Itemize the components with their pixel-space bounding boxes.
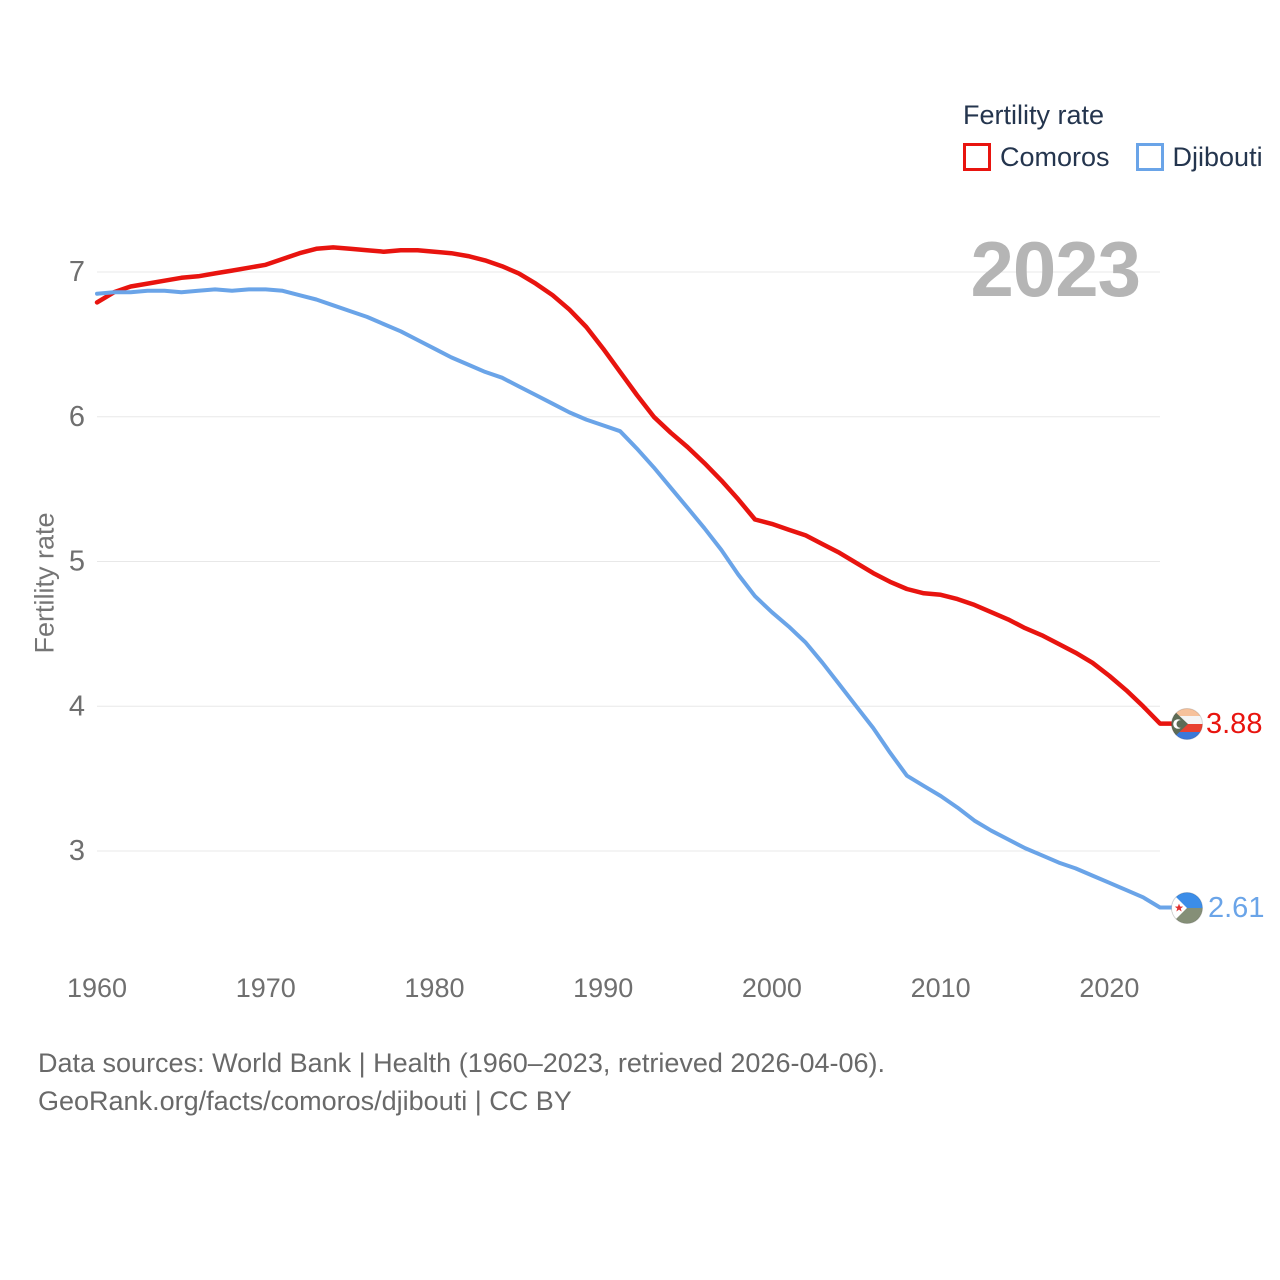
x-tick-label-1960: 1960	[67, 973, 127, 1003]
series-line-djibouti	[95, 287, 1174, 910]
comoros-end-value: 3.88	[1206, 708, 1263, 740]
x-tick-label-2010: 2010	[911, 973, 971, 1003]
year-watermark: 2023	[970, 225, 1141, 313]
x-tick-label-1970: 1970	[236, 973, 296, 1003]
y-tick-label-4: 4	[69, 690, 85, 722]
legend-label-djibouti: Djibouti	[1172, 142, 1263, 172]
x-tick-label-2000: 2000	[742, 973, 802, 1003]
y-tick-label-5: 5	[69, 546, 85, 578]
x-tick-label-1990: 1990	[573, 973, 633, 1003]
legend-item-comoros: Comoros	[963, 143, 1110, 171]
y-axis-title: Fertility rate	[29, 512, 60, 654]
legend-title: Fertility rate	[963, 100, 1105, 130]
source-footer: Data sources: World Bank | Health (1960–…	[38, 1044, 885, 1120]
djibouti-swatch-icon	[1135, 143, 1164, 171]
legend-row: Comoros Djibouti	[963, 143, 1263, 171]
y-tick-label-7: 7	[69, 256, 85, 288]
legend-item-djibouti: Djibouti	[1135, 142, 1263, 172]
series-line-comoros	[94, 245, 1175, 726]
legend: Fertility rate Comoros Djibouti	[963, 101, 1263, 171]
comoros-flag-icon	[1171, 708, 1203, 740]
comoros-swatch-icon	[963, 143, 991, 171]
djibouti-end-value: 2.61	[1208, 892, 1265, 924]
y-tick-label-3: 3	[69, 835, 85, 867]
x-tick-label-1980: 1980	[404, 973, 464, 1003]
legend-label-comoros: Comoros	[1000, 142, 1110, 172]
footer-line-2: GeoRank.org/facts/comoros/djibouti | CC …	[38, 1086, 572, 1116]
y-tick-label-6: 6	[69, 401, 85, 433]
djibouti-flag-icon	[1171, 892, 1203, 924]
footer-line-1: Data sources: World Bank | Health (1960–…	[38, 1048, 885, 1078]
x-tick-label-2020: 2020	[1079, 973, 1139, 1003]
